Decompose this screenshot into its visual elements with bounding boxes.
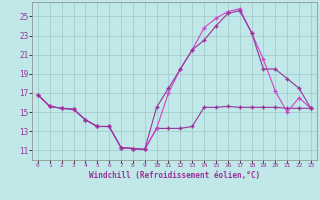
X-axis label: Windchill (Refroidissement éolien,°C): Windchill (Refroidissement éolien,°C) <box>89 171 260 180</box>
